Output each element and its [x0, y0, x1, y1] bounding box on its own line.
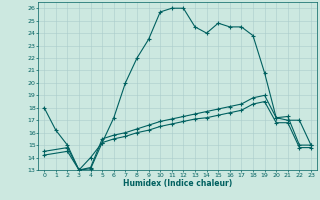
X-axis label: Humidex (Indice chaleur): Humidex (Indice chaleur) [123, 179, 232, 188]
